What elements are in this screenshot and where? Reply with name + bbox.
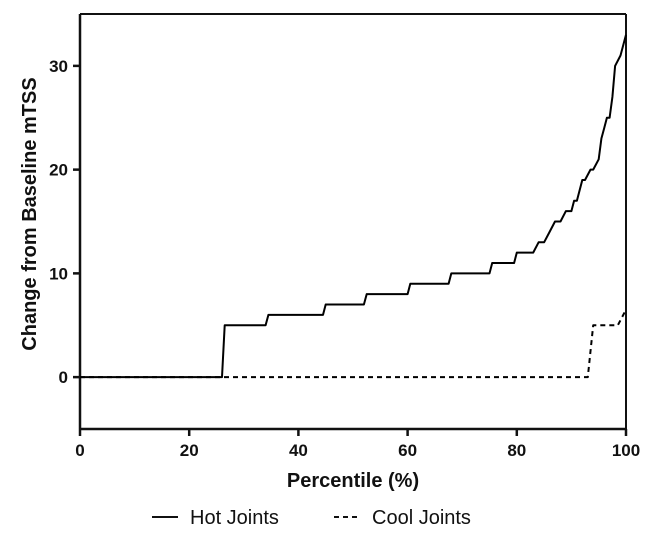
- x-tick-label: 40: [289, 441, 308, 460]
- x-axis-ticks: 0 20 40 60 80 100: [75, 429, 640, 460]
- series-line-hot-joints: [80, 34, 627, 379]
- y-axis-title: Change from Baseline mTSS: [19, 77, 41, 350]
- y-tick-label: 20: [49, 161, 68, 180]
- legend-label: Cool Joints: [372, 507, 471, 529]
- series-layer: [80, 34, 627, 379]
- x-tick-label: 20: [180, 441, 199, 460]
- x-tick-label: 60: [398, 441, 417, 460]
- y-tick-label: 0: [59, 368, 68, 387]
- legend-label: Hot Joints: [190, 507, 279, 529]
- plot-frame: [78, 13, 627, 431]
- x-tick-label: 100: [612, 441, 640, 460]
- y-axis-ticks: 0 10 20 30: [49, 57, 80, 387]
- x-tick-label: 0: [75, 441, 84, 460]
- series-line-cool-joints: [80, 309, 627, 379]
- x-axis-title: Percentile (%): [287, 470, 419, 492]
- y-tick-label: 30: [49, 57, 68, 76]
- y-tick-label: 10: [49, 264, 68, 283]
- x-tick-label: 80: [507, 441, 526, 460]
- legend: Hot Joints Cool Joints: [152, 507, 471, 529]
